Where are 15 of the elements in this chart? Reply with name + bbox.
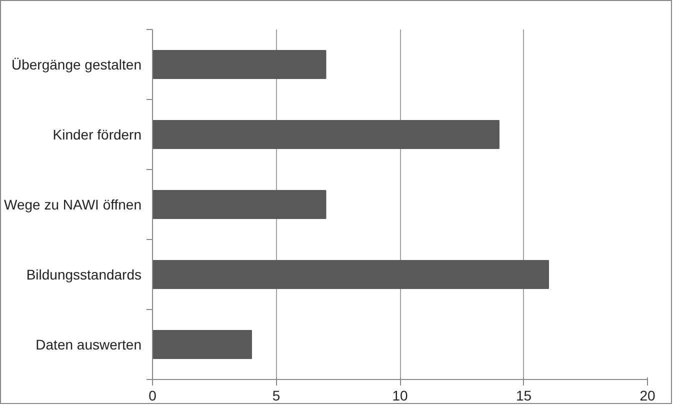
bar — [152, 190, 326, 219]
x-tick-label: 15 — [516, 388, 532, 404]
bar — [152, 50, 326, 79]
y-tick-label: Kinder fördern — [52, 126, 142, 142]
y-tick-label: Übergänge gestalten — [12, 56, 142, 72]
y-tick-label: Bildungsstandards — [26, 266, 142, 282]
bar — [152, 260, 549, 289]
x-tick-label: 20 — [640, 388, 656, 404]
y-tick-label: Wege zu NAWI öffnen — [4, 196, 142, 212]
x-tick-label: 10 — [392, 388, 408, 404]
bar — [152, 120, 500, 149]
x-tick-label: 5 — [272, 388, 280, 404]
x-tick-label: 0 — [148, 388, 157, 404]
y-tick-label: Daten auswerten — [36, 336, 142, 352]
bar — [152, 330, 252, 359]
